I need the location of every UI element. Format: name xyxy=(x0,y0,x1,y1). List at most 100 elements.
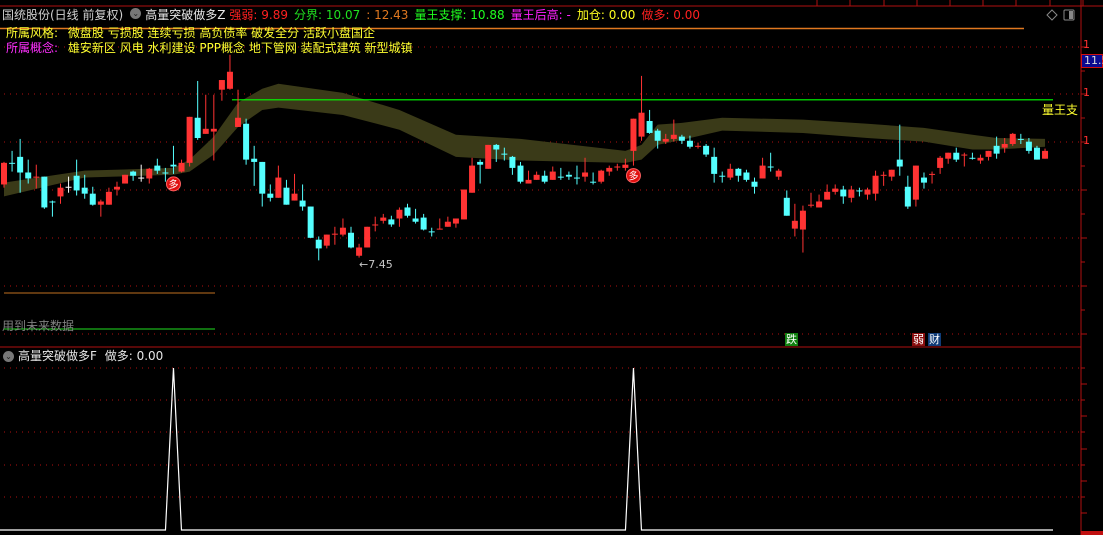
event-badge-finance[interactable]: 财 xyxy=(928,333,941,346)
candle[interactable] xyxy=(9,150,16,172)
candle[interactable] xyxy=(573,165,580,185)
candle[interactable] xyxy=(17,138,24,193)
candle[interactable] xyxy=(808,192,814,208)
candle[interactable] xyxy=(945,152,952,164)
candle[interactable] xyxy=(751,177,758,194)
candle[interactable] xyxy=(1009,132,1016,146)
candle[interactable] xyxy=(888,169,895,181)
candle[interactable] xyxy=(985,150,992,161)
candle[interactable] xyxy=(1001,138,1008,153)
candle[interactable] xyxy=(25,159,32,184)
candle[interactable] xyxy=(315,236,322,261)
candle[interactable] xyxy=(226,54,233,90)
candle[interactable] xyxy=(937,155,944,174)
candle[interactable] xyxy=(848,185,855,203)
window-toggle-icon[interactable] xyxy=(1063,9,1075,21)
candle[interactable] xyxy=(509,155,516,175)
candle[interactable] xyxy=(541,170,548,184)
candle[interactable] xyxy=(775,168,782,180)
candle[interactable] xyxy=(1033,145,1040,160)
candle[interactable] xyxy=(178,159,185,173)
buy-signal-badge[interactable]: 多 xyxy=(165,176,181,192)
candle[interactable] xyxy=(598,169,605,184)
candle[interactable] xyxy=(977,154,984,164)
candle[interactable] xyxy=(469,157,476,193)
candle[interactable] xyxy=(856,187,863,197)
candle[interactable] xyxy=(339,218,346,237)
candle[interactable] xyxy=(33,164,40,189)
candle[interactable] xyxy=(654,128,661,149)
candle[interactable] xyxy=(525,170,532,184)
candle[interactable] xyxy=(420,213,427,231)
candle[interactable] xyxy=(622,158,629,171)
candle[interactable] xyxy=(767,152,774,172)
candle[interactable] xyxy=(678,134,685,144)
candle[interactable] xyxy=(428,227,435,237)
candle[interactable] xyxy=(646,109,653,134)
candle[interactable] xyxy=(460,189,467,220)
event-badge-weak[interactable]: 弱 xyxy=(912,333,925,346)
candle[interactable] xyxy=(662,133,669,144)
diamond-icon[interactable] xyxy=(1046,9,1058,21)
candle[interactable] xyxy=(953,147,960,162)
event-badge-fall[interactable]: 跌 xyxy=(785,333,798,346)
candle[interactable] xyxy=(614,163,621,171)
candle[interactable] xyxy=(194,80,201,140)
candle[interactable] xyxy=(686,135,693,149)
candle[interactable] xyxy=(364,226,371,248)
candle[interactable] xyxy=(969,152,976,160)
candle[interactable] xyxy=(291,173,298,201)
candle[interactable] xyxy=(162,167,169,182)
candle[interactable] xyxy=(929,171,936,184)
candle[interactable] xyxy=(218,80,225,101)
candle[interactable] xyxy=(727,163,734,180)
candle[interactable] xyxy=(735,167,742,182)
chevron-down-icon[interactable]: ⌄ xyxy=(130,8,142,19)
candle[interactable] xyxy=(267,184,274,202)
candle[interactable] xyxy=(235,89,242,127)
candle[interactable] xyxy=(73,159,80,196)
candle[interactable] xyxy=(791,203,798,237)
candle[interactable] xyxy=(719,171,726,183)
candle[interactable] xyxy=(388,215,395,227)
candle[interactable] xyxy=(695,142,702,149)
candle[interactable] xyxy=(146,167,153,184)
candle[interactable] xyxy=(299,184,306,211)
candle[interactable] xyxy=(283,179,290,205)
indicator-name[interactable]: 高量突破做多Z xyxy=(145,8,226,22)
candle[interactable] xyxy=(404,203,411,218)
candle[interactable] xyxy=(872,170,879,201)
candle[interactable] xyxy=(759,157,766,179)
candle[interactable] xyxy=(501,147,508,161)
candle[interactable] xyxy=(49,200,56,217)
candle[interactable] xyxy=(138,164,145,182)
candle[interactable] xyxy=(436,218,443,230)
candle[interactable] xyxy=(816,194,823,208)
candle[interactable] xyxy=(961,152,968,167)
candle[interactable] xyxy=(832,184,839,195)
candle[interactable] xyxy=(904,175,911,209)
candle[interactable] xyxy=(896,124,903,176)
candle[interactable] xyxy=(356,243,363,258)
candle[interactable] xyxy=(493,143,500,162)
candle[interactable] xyxy=(638,75,645,141)
candle[interactable] xyxy=(517,161,524,184)
candle[interactable] xyxy=(920,172,927,189)
candle[interactable] xyxy=(880,171,887,186)
candle[interactable] xyxy=(251,145,258,186)
candle[interactable] xyxy=(275,165,282,198)
candle[interactable] xyxy=(97,199,104,217)
candle[interactable] xyxy=(912,165,919,207)
candle[interactable] xyxy=(259,161,266,207)
candle[interactable] xyxy=(1,161,7,188)
candle[interactable] xyxy=(57,183,64,204)
candle[interactable] xyxy=(670,119,677,142)
candle[interactable] xyxy=(65,176,72,193)
candle[interactable] xyxy=(113,181,120,196)
candle[interactable] xyxy=(372,216,379,232)
candle[interactable] xyxy=(557,167,564,180)
candle[interactable] xyxy=(485,144,492,169)
candle[interactable] xyxy=(711,147,718,183)
candle[interactable] xyxy=(210,94,217,161)
